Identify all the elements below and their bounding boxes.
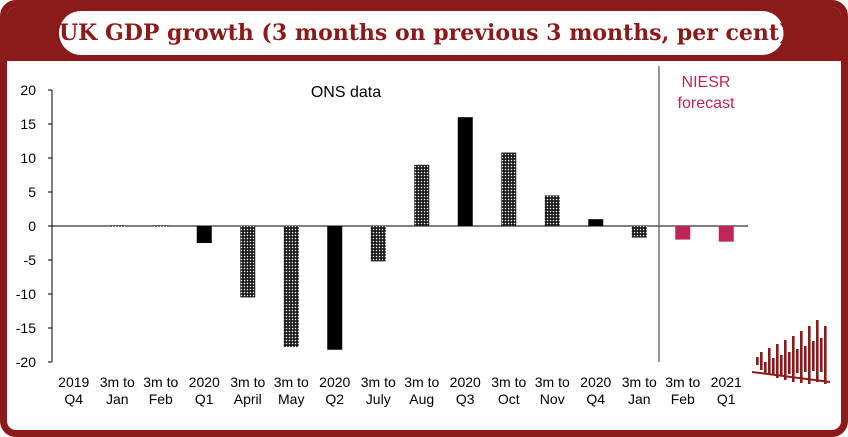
x-tick-label-line2: July [366, 391, 391, 407]
x-tick-label-line2: Jan [106, 391, 129, 407]
logo-bar [784, 340, 787, 380]
bar-3 [196, 226, 212, 243]
logo-bar [756, 357, 759, 365]
x-tick-label-line1: 2020 [450, 374, 481, 390]
x-tick-label-line1: 3m to [230, 374, 265, 390]
logo-bar [760, 352, 763, 370]
x-tick-label-line1: 3m to [100, 374, 135, 390]
bar-9 [457, 117, 473, 226]
x-tick-label-line2: Nov [540, 391, 565, 407]
bar-6 [327, 226, 343, 350]
x-tick-label-line1: 3m to [535, 374, 570, 390]
x-tick-label-line2: Feb [671, 391, 695, 407]
y-tick-label: -20 [16, 354, 36, 370]
logo-swoosh [751, 371, 831, 383]
logo-bar [772, 358, 775, 374]
x-tick-label-line1: 2019 [58, 374, 89, 390]
y-tick-label: 0 [28, 218, 36, 234]
y-tick-label: 15 [20, 116, 36, 132]
bar-13 [631, 226, 647, 238]
x-tick-label-line1: 3m to [274, 374, 309, 390]
bar-15 [718, 226, 734, 242]
y-tick-label: 10 [20, 150, 36, 166]
title-pill: UK GDP growth (3 months on previous 3 mo… [59, 11, 790, 55]
x-tick-label-line1: 3m to [491, 374, 526, 390]
x-tick-label-line1: 3m to [404, 374, 439, 390]
y-tick-label: -15 [16, 320, 36, 336]
logo-bar [764, 362, 767, 374]
logo-bar [768, 348, 771, 374]
x-tick-label-line2: May [278, 391, 304, 407]
y-tick-label: 20 [20, 82, 36, 98]
x-tick-label-line1: 3m to [361, 374, 396, 390]
x-tick-label-line2: Q2 [325, 391, 344, 407]
logo-bar [780, 355, 783, 375]
x-tick-label-line1: 3m to [665, 374, 700, 390]
x-tick-label-line1: 2020 [580, 374, 611, 390]
axes-layer [48, 66, 748, 363]
niesr-logo [751, 320, 831, 384]
x-tick-label-line2: Oct [498, 391, 520, 407]
y-tick-label: 5 [28, 184, 36, 200]
x-tick-label-line1: 2020 [319, 374, 350, 390]
bar-4 [240, 226, 256, 298]
bar-1 [109, 225, 125, 227]
chart-title: UK GDP growth (3 months on previous 3 mo… [59, 20, 790, 46]
y-tick-label: -10 [16, 286, 36, 302]
bars-layer [109, 117, 734, 350]
x-tick-label-line2: Feb [149, 391, 173, 407]
logo-bar [820, 338, 823, 372]
logo-bar [792, 336, 795, 382]
niesr-annotation-line1: NIESR [682, 74, 731, 91]
title-bar: UK GDP growth (3 months on previous 3 mo… [7, 7, 841, 61]
x-tick-label-line1: 2020 [189, 374, 220, 390]
bar-5 [283, 226, 299, 348]
ons-data-annotation: ONS data [311, 84, 381, 101]
bar-10 [501, 152, 517, 226]
x-tick-label-line2: Q3 [456, 391, 475, 407]
bar-2 [153, 225, 169, 227]
bar-8 [414, 164, 430, 226]
bar-11 [544, 195, 560, 226]
x-tick-label-line1: 2021 [711, 374, 742, 390]
niesr-annotation-line2: forecast [678, 95, 735, 112]
logo-bar [808, 326, 811, 384]
logo-bar [816, 320, 819, 382]
x-tick-label-line2: Q1 [717, 391, 736, 407]
bar-7 [370, 226, 386, 262]
x-tick-label-line2: Q4 [586, 391, 605, 407]
bar-12 [588, 219, 604, 226]
x-tick-label-line2: Q4 [64, 391, 83, 407]
logo-bar [800, 331, 803, 383]
logo-bar [788, 352, 791, 374]
logo-bar [804, 346, 807, 372]
bar-14 [675, 226, 691, 240]
x-tick-label-line2: Jan [628, 391, 651, 407]
x-tick-label-line1: 3m to [143, 374, 178, 390]
y-tick-label: -5 [24, 252, 37, 268]
logo-bar [812, 341, 815, 371]
x-tick-label-line2: April [234, 391, 262, 407]
x-tick-label-line1: 3m to [622, 374, 657, 390]
logo-bar [776, 344, 779, 378]
x-tick-label-line2: Q1 [195, 391, 214, 407]
logo-bar [796, 349, 799, 373]
logo-bar [824, 326, 827, 384]
x-tick-label-line2: Aug [409, 391, 434, 407]
